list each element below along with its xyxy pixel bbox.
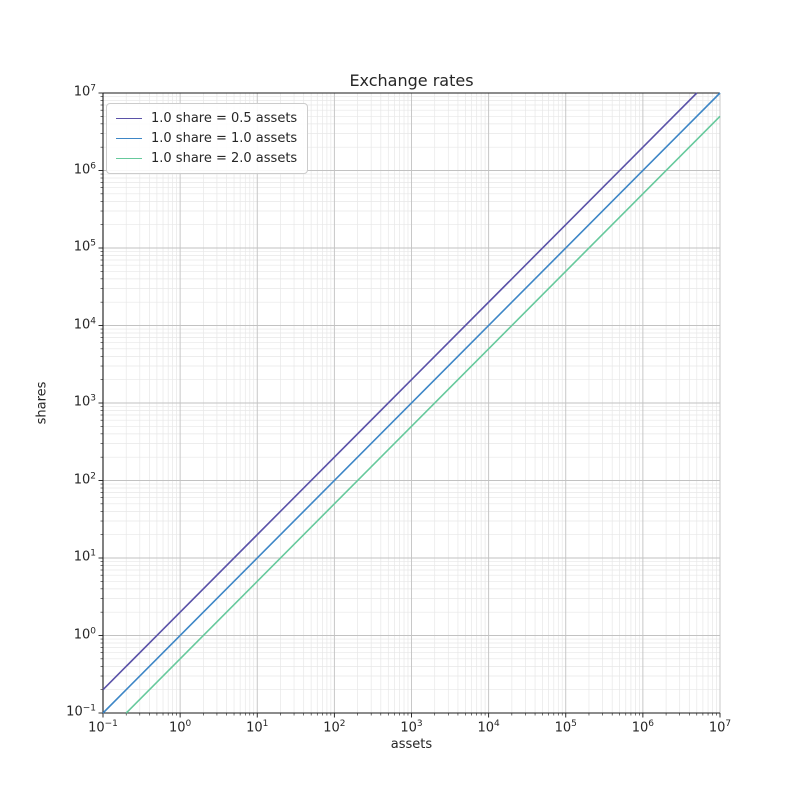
legend-label: 1.0 share = 0.5 assets: [151, 111, 298, 126]
legend-label: 1.0 share = 2.0 assets: [151, 151, 298, 166]
legend-label: 1.0 share = 1.0 assets: [151, 131, 298, 146]
legend-line-swatch: [116, 138, 142, 139]
series-line: [125, 115, 721, 714]
legend: 1.0 share = 0.5 assets 1.0 share = 1.0 as…: [106, 103, 309, 174]
y-tick-label: 101: [73, 548, 96, 565]
y-tick-label: 10−1: [66, 703, 96, 720]
legend-line-swatch: [116, 118, 142, 119]
x-tick-label: 107: [708, 719, 732, 736]
y-tick-label: 100: [73, 625, 96, 643]
x-tick-label: 10−1: [88, 719, 118, 736]
x-tick-label: 100: [168, 719, 192, 736]
x-tick-label: 105: [554, 719, 577, 736]
y-tick-label: 107: [73, 83, 96, 100]
y-tick-label: 102: [73, 470, 96, 488]
legend-line-swatch: [116, 158, 142, 159]
x-tick-label: 106: [631, 719, 655, 736]
y-tick-label: 104: [73, 315, 96, 333]
legend-item: 1.0 share = 0.5 assets: [116, 111, 297, 126]
legend-item: 1.0 share = 1.0 assets: [116, 131, 297, 146]
x-tick-label: 102: [323, 719, 346, 736]
series-line: [102, 92, 698, 691]
x-axis-label: assets: [390, 737, 433, 752]
y-tick-label: 106: [73, 160, 96, 178]
legend-item: 1.0 share = 2.0 assets: [116, 151, 297, 166]
chart-title: Exchange rates: [349, 71, 474, 90]
series-line: [102, 92, 721, 714]
x-tick-label: 104: [477, 719, 500, 736]
x-tick-label: 101: [246, 719, 269, 736]
y-tick-label: 105: [73, 238, 96, 255]
y-tick-label: 103: [73, 393, 96, 410]
x-tick-label: 103: [400, 719, 423, 736]
